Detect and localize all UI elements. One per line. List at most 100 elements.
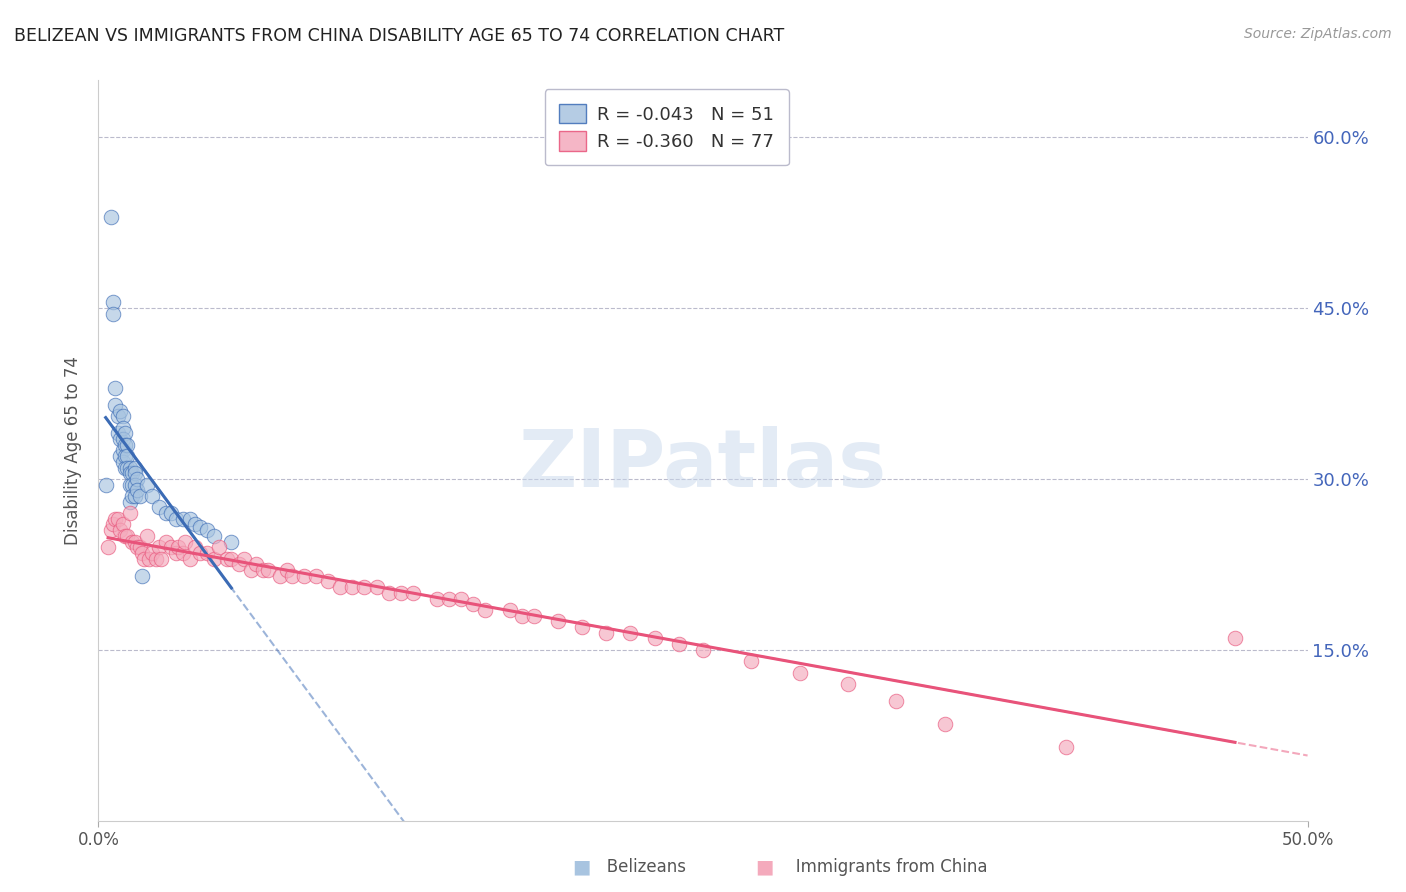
Point: [644, 632, 666, 646]
Text: ZIPatlas: ZIPatlas: [519, 426, 887, 504]
Point: [740, 654, 762, 668]
Point: [111, 432, 134, 446]
Point: [121, 467, 143, 481]
Point: [252, 563, 274, 577]
Point: [402, 586, 425, 600]
Point: [108, 523, 131, 537]
Point: [498, 603, 520, 617]
Text: Belizeans: Belizeans: [591, 858, 686, 876]
Point: [195, 523, 218, 537]
Point: [114, 438, 136, 452]
Point: [118, 494, 141, 508]
Point: [204, 529, 226, 543]
Point: [245, 558, 267, 572]
Text: ■: ■: [572, 857, 591, 877]
Text: ■: ■: [755, 857, 773, 877]
Point: [117, 529, 139, 543]
Point: [789, 665, 811, 680]
Point: [474, 603, 496, 617]
Point: [316, 574, 339, 589]
Point: [437, 591, 460, 606]
Point: [111, 455, 134, 469]
Point: [1054, 739, 1077, 754]
Point: [124, 460, 146, 475]
Point: [547, 615, 569, 629]
Point: [121, 534, 143, 549]
Point: [131, 546, 153, 560]
Point: [138, 551, 160, 566]
Point: [174, 534, 197, 549]
Point: [114, 426, 136, 441]
Point: [523, 608, 546, 623]
Point: [118, 460, 141, 475]
Point: [121, 489, 143, 503]
Point: [184, 541, 207, 555]
Point: [329, 580, 352, 594]
Point: [463, 597, 485, 611]
Point: [114, 460, 136, 475]
Point: [160, 541, 183, 555]
Point: [145, 551, 167, 566]
Point: [165, 546, 187, 560]
Point: [232, 551, 254, 566]
Point: [108, 403, 131, 417]
Point: [208, 541, 231, 555]
Point: [134, 551, 156, 566]
Point: [121, 477, 143, 491]
Point: [276, 563, 298, 577]
Point: [837, 677, 859, 691]
Point: [124, 489, 146, 503]
Point: [114, 529, 136, 543]
Point: [100, 210, 122, 224]
Text: Source: ZipAtlas.com: Source: ZipAtlas.com: [1244, 27, 1392, 41]
Point: [128, 489, 150, 503]
Point: [101, 295, 124, 310]
Point: [117, 449, 139, 463]
Point: [104, 512, 127, 526]
Point: [172, 546, 194, 560]
Point: [353, 580, 375, 594]
Point: [135, 529, 157, 543]
Point: [389, 586, 412, 600]
Point: [228, 558, 250, 572]
Point: [135, 477, 157, 491]
Legend: R = -0.043   N = 51, R = -0.360   N = 77: R = -0.043 N = 51, R = -0.360 N = 77: [546, 89, 789, 165]
Point: [101, 517, 124, 532]
Point: [111, 443, 134, 458]
Point: [107, 512, 129, 526]
Point: [256, 563, 278, 577]
Point: [111, 409, 134, 424]
Point: [221, 534, 243, 549]
Point: [619, 625, 641, 640]
Point: [118, 477, 141, 491]
Point: [118, 467, 141, 481]
Point: [124, 477, 146, 491]
Point: [124, 467, 146, 481]
Point: [155, 534, 177, 549]
Point: [595, 625, 617, 640]
Point: [292, 568, 315, 582]
Point: [107, 426, 129, 441]
Point: [215, 551, 238, 566]
Point: [107, 409, 129, 424]
Point: [127, 483, 149, 498]
Point: [366, 580, 388, 594]
Point: [148, 541, 170, 555]
Point: [886, 694, 908, 708]
Point: [160, 506, 183, 520]
Point: [342, 580, 364, 594]
Point: [188, 546, 211, 560]
Point: [104, 398, 127, 412]
Text: Immigrants from China: Immigrants from China: [780, 858, 988, 876]
Y-axis label: Disability Age 65 to 74: Disability Age 65 to 74: [65, 356, 83, 545]
Point: [141, 546, 163, 560]
Point: [111, 420, 134, 434]
Point: [281, 568, 304, 582]
Point: [127, 472, 149, 486]
Point: [165, 512, 187, 526]
Point: [184, 517, 207, 532]
Point: [305, 568, 328, 582]
Point: [127, 541, 149, 555]
Point: [179, 551, 201, 566]
Point: [167, 541, 190, 555]
